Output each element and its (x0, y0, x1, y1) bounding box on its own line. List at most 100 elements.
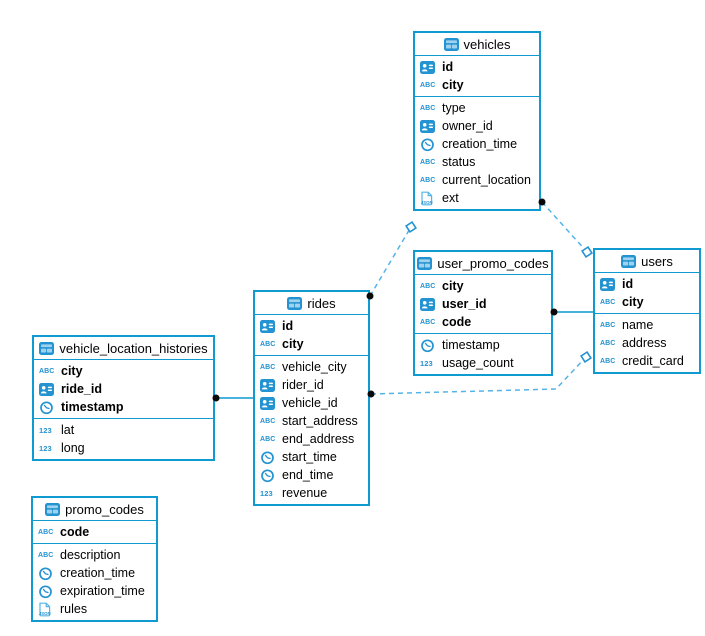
table-header[interactable]: vehicle_location_histories (34, 337, 213, 360)
columns-section: 123 lat 123 long (34, 419, 213, 459)
field-row: ABC address (595, 334, 699, 352)
abc-string-icon: ABC (420, 318, 436, 326)
abc-string-icon: ABC (420, 158, 436, 166)
abc-string-icon: ABC (420, 81, 436, 89)
field-row: ABC start_address (255, 412, 368, 430)
table-icon (45, 502, 61, 516)
id-card-icon (420, 60, 437, 74)
field-name: owner_id (442, 119, 493, 133)
field-row: ABC city (255, 335, 368, 353)
id-card-icon (420, 297, 437, 311)
field-name: city (622, 295, 644, 309)
primary-key-section: ABC code (33, 521, 156, 544)
id-card-icon (260, 396, 277, 410)
abc-string-icon: ABC (600, 357, 616, 365)
table-vehicle_location_histories[interactable]: vehicle_location_histories ABC city ride_id… (32, 335, 215, 461)
id-card-icon (420, 119, 437, 133)
field-row: end_time (255, 466, 368, 484)
field-row: 123 long (34, 439, 213, 457)
json-icon: JSON (420, 191, 437, 206)
field-name: end_address (282, 432, 355, 446)
field-name: vehicle_id (282, 396, 338, 410)
abc-string-icon: ABC (38, 528, 54, 536)
field-name: city (61, 364, 83, 378)
field-row: id (255, 317, 368, 335)
field-name: start_time (282, 450, 337, 464)
columns-section: ABC vehicle_city rider_id vehicle_id ABC star… (255, 356, 368, 504)
abc-string-icon: ABC (420, 104, 436, 112)
field-name: expiration_time (60, 584, 145, 598)
field-name: rules (60, 602, 88, 616)
field-name: code (60, 525, 90, 539)
field-name: credit_card (622, 354, 684, 368)
columns-section: ABC type owner_id creation_time ABC status ABC… (415, 97, 539, 209)
field-row: ABC vehicle_city (255, 358, 368, 376)
field-name: city (282, 337, 304, 351)
field-row: ABC city (415, 76, 539, 94)
clock-icon (260, 468, 277, 483)
abc-string-icon: ABC (39, 367, 55, 375)
table-header[interactable]: users (595, 250, 699, 273)
field-row: ABC city (595, 293, 699, 311)
field-name: creation_time (60, 566, 136, 580)
field-row: JSON ext (415, 189, 539, 207)
field-row: rider_id (255, 376, 368, 394)
table-title: user_promo_codes (437, 255, 549, 271)
clock-icon (420, 338, 437, 353)
field-name: type (442, 101, 466, 115)
field-name: id (622, 277, 634, 291)
table-promo_codes[interactable]: promo_codes ABC code ABC description creation… (31, 496, 158, 622)
field-name: name (622, 318, 654, 332)
field-row: ABC credit_card (595, 352, 699, 370)
field-row: ABC city (34, 362, 213, 380)
table-icon (443, 37, 459, 51)
abc-string-icon: ABC (420, 176, 436, 184)
field-name: revenue (282, 486, 328, 500)
field-name: timestamp (61, 400, 124, 414)
number-123-icon: 123 (39, 443, 52, 453)
field-row: id (595, 275, 699, 293)
clock-icon (39, 400, 56, 415)
field-name: description (60, 548, 121, 562)
field-name: usage_count (442, 356, 514, 370)
field-row: ABC code (415, 313, 551, 331)
table-header[interactable]: rides (255, 292, 368, 315)
table-header[interactable]: vehicles (415, 33, 539, 56)
clock-icon (420, 137, 437, 152)
field-row: id (415, 58, 539, 76)
field-name: ride_id (61, 382, 102, 396)
field-name: code (442, 315, 472, 329)
field-name: id (442, 60, 454, 74)
primary-key-section: id ABC city (255, 315, 368, 356)
field-row: ABC end_address (255, 430, 368, 448)
table-users[interactable]: users id ABC city ABC name ABC address ABC credit… (593, 248, 701, 374)
table-vehicles[interactable]: vehicles id ABC city ABC type owner_id creation… (413, 31, 541, 211)
field-row: ABC status (415, 153, 539, 171)
field-row: owner_id (415, 117, 539, 135)
field-row: 123 usage_count (415, 354, 551, 372)
field-name: vehicle_city (282, 360, 347, 374)
table-icon (621, 254, 637, 268)
field-row: ABC name (595, 316, 699, 334)
table-header[interactable]: promo_codes (33, 498, 156, 521)
table-title: users (641, 253, 673, 269)
abc-string-icon: ABC (38, 551, 54, 559)
table-user_promo_codes[interactable]: user_promo_codes ABC city user_id ABC code tim… (413, 250, 553, 376)
field-row: creation_time (415, 135, 539, 153)
table-icon (39, 341, 55, 355)
field-name: city (442, 78, 464, 92)
field-name: user_id (442, 297, 487, 311)
abc-string-icon: ABC (260, 363, 276, 371)
id-card-icon (260, 378, 277, 392)
field-row: ABC type (415, 99, 539, 117)
field-name: id (282, 319, 294, 333)
table-header[interactable]: user_promo_codes (415, 252, 551, 275)
id-card-icon (260, 319, 277, 333)
columns-section: timestamp 123 usage_count (415, 334, 551, 374)
table-title: vehicle_location_histories (59, 340, 208, 356)
abc-string-icon: ABC (600, 321, 616, 329)
field-name: long (61, 441, 85, 455)
field-row: ABC current_location (415, 171, 539, 189)
